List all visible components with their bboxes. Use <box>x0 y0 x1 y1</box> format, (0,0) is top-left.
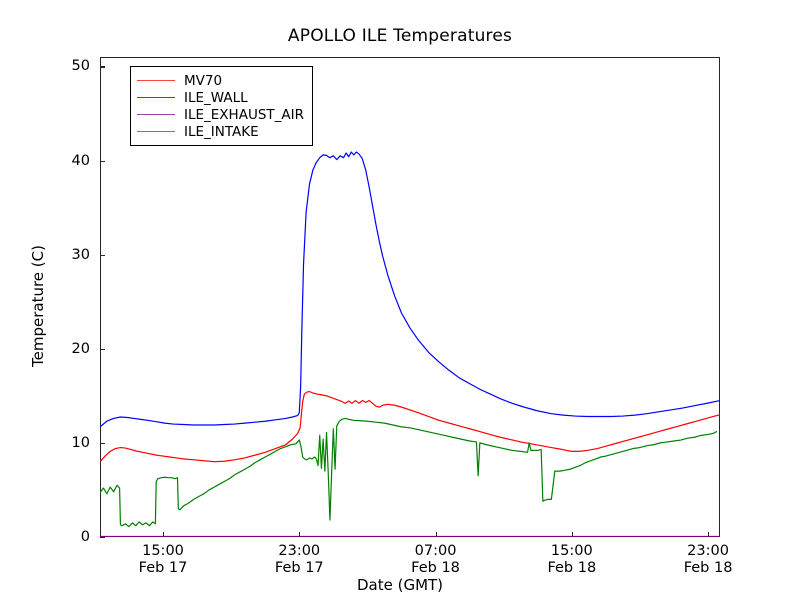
x-tick-label: 07:00 Feb 18 <box>376 543 496 577</box>
y-tick-label: 40 <box>71 152 90 169</box>
series-line-ile_intake <box>100 417 718 528</box>
y-tick-mark <box>100 160 105 162</box>
x-axis-label: Date (GMT) <box>356 576 444 594</box>
legend-label: MV70 <box>184 72 223 89</box>
y-axis-label: Temperature (C) <box>29 245 47 367</box>
x-tick-date: Feb 17 <box>274 560 324 576</box>
series-line-mv70 <box>100 390 720 463</box>
x-tick-label: 15:00 Feb 18 <box>512 543 632 577</box>
chart-title: APOLLO ILE Temperatures <box>287 26 513 46</box>
x-tick-label: 15:00 Feb 17 <box>103 543 223 577</box>
legend-item-ile_wall[interactable]: ILE_WALL <box>137 89 304 106</box>
x-tick-time: 07:00 <box>414 543 457 559</box>
y-tick-mark <box>100 254 105 256</box>
legend-label: ILE_INTAKE <box>184 123 259 140</box>
x-tick-label: 23:00 Feb 18 <box>648 543 768 577</box>
y-tick-mark <box>100 442 105 445</box>
y-tick-mark <box>100 537 105 539</box>
y-tick-label: 10 <box>71 434 90 451</box>
x-tick-date: Feb 18 <box>411 560 460 576</box>
x-tick-date: Feb 17 <box>138 560 188 576</box>
legend-label: ILE_EXHAUST_AIR <box>184 106 304 123</box>
x-tick-mark <box>163 532 165 537</box>
y-tick-mark <box>100 348 105 350</box>
y-tick-label: 50 <box>71 58 90 75</box>
y-tick-label: 30 <box>71 246 90 263</box>
x-tick-time: 15:00 <box>550 543 593 559</box>
legend-swatch-line-icon <box>137 97 175 98</box>
series-line-ile_wall <box>100 151 720 428</box>
legend-swatch-line-icon <box>137 114 175 115</box>
legend-item-ile_exhaust_air[interactable]: ILE_EXHAUST_AIR <box>137 106 304 123</box>
x-tick-mark <box>299 532 301 537</box>
legend-item-ile_intake[interactable]: ILE_INTAKE <box>137 123 304 140</box>
x-tick-label: 23:00 Feb 17 <box>239 543 359 577</box>
x-tick-mark <box>571 532 573 537</box>
plot-area <box>100 151 720 537</box>
x-tick-date: Feb 18 <box>683 560 733 576</box>
x-tick-mark <box>708 532 710 537</box>
x-tick-time: 23:00 <box>278 543 321 559</box>
x-tick-time: 23:00 <box>687 543 729 559</box>
x-tick-mark <box>435 532 437 537</box>
legend-swatch-line-icon <box>137 131 175 132</box>
legend-item-mv70[interactable]: MV70 <box>137 72 304 89</box>
chart-legend[interactable]: MV70 ILE_WALL ILE_EXHAUST_AIR ILE_INTAKE <box>130 66 313 146</box>
x-tick-time: 15:00 <box>142 543 184 559</box>
x-tick-date: Feb 18 <box>547 560 597 576</box>
y-tick-mark <box>100 66 105 68</box>
legend-swatch-line-icon <box>137 80 175 81</box>
y-tick-label: 20 <box>71 340 90 357</box>
legend-label: ILE_WALL <box>184 89 248 106</box>
y-tick-label: 0 <box>80 529 90 545</box>
